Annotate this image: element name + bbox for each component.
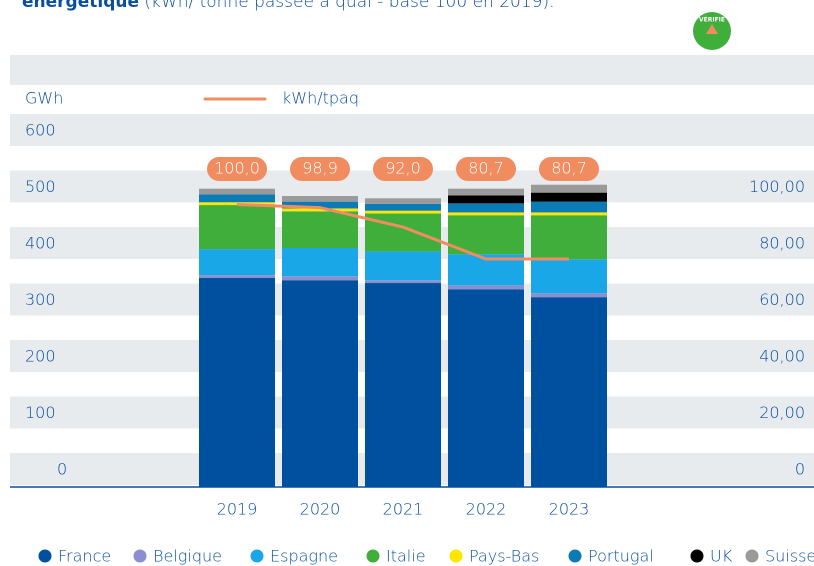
y-tick-label: 300 [25,290,56,309]
bar-segment [365,251,441,281]
data-label: 92,0 [385,159,421,178]
bar-segment [531,259,607,294]
data-label: 98,9 [302,159,338,178]
bar-segment [531,184,607,193]
bar-segment [365,280,441,284]
bar-segment [531,297,607,487]
title-bold: énergétique [22,0,139,12]
bar-segment [282,276,358,281]
bar-segment [199,249,275,276]
data-label: 80,7 [468,159,504,178]
bar-segment [448,188,524,196]
line-series [236,203,569,261]
y2-tick-label: 100,00 [749,177,805,196]
bar-segment [448,212,524,216]
y-tick-label: 500 [25,177,56,196]
legend-marker [745,549,759,563]
bar-segment [199,194,275,203]
badge: VÉRIFIÉ [693,12,731,50]
bar-segment [365,198,441,204]
bar-segment [531,215,607,260]
legend-marker [690,549,704,563]
legend-label: France [58,547,111,566]
y2-tick-label: 20,00 [759,403,805,422]
bar-segment [199,202,275,206]
data-label-bg [539,157,599,181]
badge-text: VÉRIFIÉ [699,16,725,24]
bar-segment [365,210,441,214]
legend-label: Espagne [270,547,338,566]
bar-segment [448,195,524,204]
data-label-bg [290,157,350,181]
legend-label: Italie [386,547,426,566]
legend-marker [133,549,147,563]
legend-label: UK [710,547,733,566]
bar-segment [282,208,358,212]
band [10,55,814,85]
data-label-bg [456,157,516,181]
x-tick-label: 2021 [383,500,424,519]
legend-marker [568,549,582,563]
bar-segment [365,203,441,211]
bar-segment [282,280,358,487]
y2-tick-label: 0 [795,460,805,479]
bar-segment [531,293,607,298]
bar-segment [282,201,358,209]
bar-segment [282,248,358,277]
bar-segment [448,203,524,213]
data-label-bg [207,157,267,181]
bar-segment [282,211,358,249]
data-label-bg [373,157,433,181]
data-label: 100,0 [214,159,260,178]
y-tick-label: 100 [25,403,56,422]
bar-segment [448,285,524,290]
legend-label: Pays-Bas [469,547,539,566]
bar-segment [531,192,607,202]
bar-segment [365,213,441,252]
bar-segment [199,277,275,487]
y-axis-label: GWh [25,89,63,108]
legend-label: kWh/tpaq [282,89,359,108]
legend-marker [250,549,264,563]
legend-label: Belgique [153,547,222,566]
title-rest: (kWh/ tonne passée à quai - base 100 en … [144,0,554,12]
bar-segment [199,275,275,278]
bar-segment [365,283,441,487]
bar-segment [199,188,275,195]
y-tick-label: 200 [25,347,56,366]
bar-segment [531,201,607,213]
bar-segment [282,196,358,202]
x-tick-label: 2019 [217,500,258,519]
bar-segment [448,289,524,487]
bar-segment [199,205,275,250]
y2-tick-label: 80,00 [759,234,805,253]
y2-tick-label: 60,00 [759,290,805,309]
y2-tick-label: 40,00 [759,347,805,366]
x-tick-label: 2022 [466,500,507,519]
y-tick-label: 400 [25,234,56,253]
legend-label: Suisse [765,547,814,566]
y-tick-label: 0 [57,460,67,479]
x-tick-label: 2020 [300,500,341,519]
legend-marker [38,549,52,563]
grid-band [10,114,814,146]
title: énergétique (kWh/ tonne passée à quai - … [22,0,555,12]
data-label: 80,7 [551,159,587,178]
legend-marker [449,549,463,563]
legend-label: Portugal [588,547,654,566]
y-tick-label: 600 [25,121,56,140]
bar-segment [531,212,607,216]
badge-icon [706,24,718,34]
x-tick-label: 2023 [549,500,590,519]
legend-marker [366,549,380,563]
